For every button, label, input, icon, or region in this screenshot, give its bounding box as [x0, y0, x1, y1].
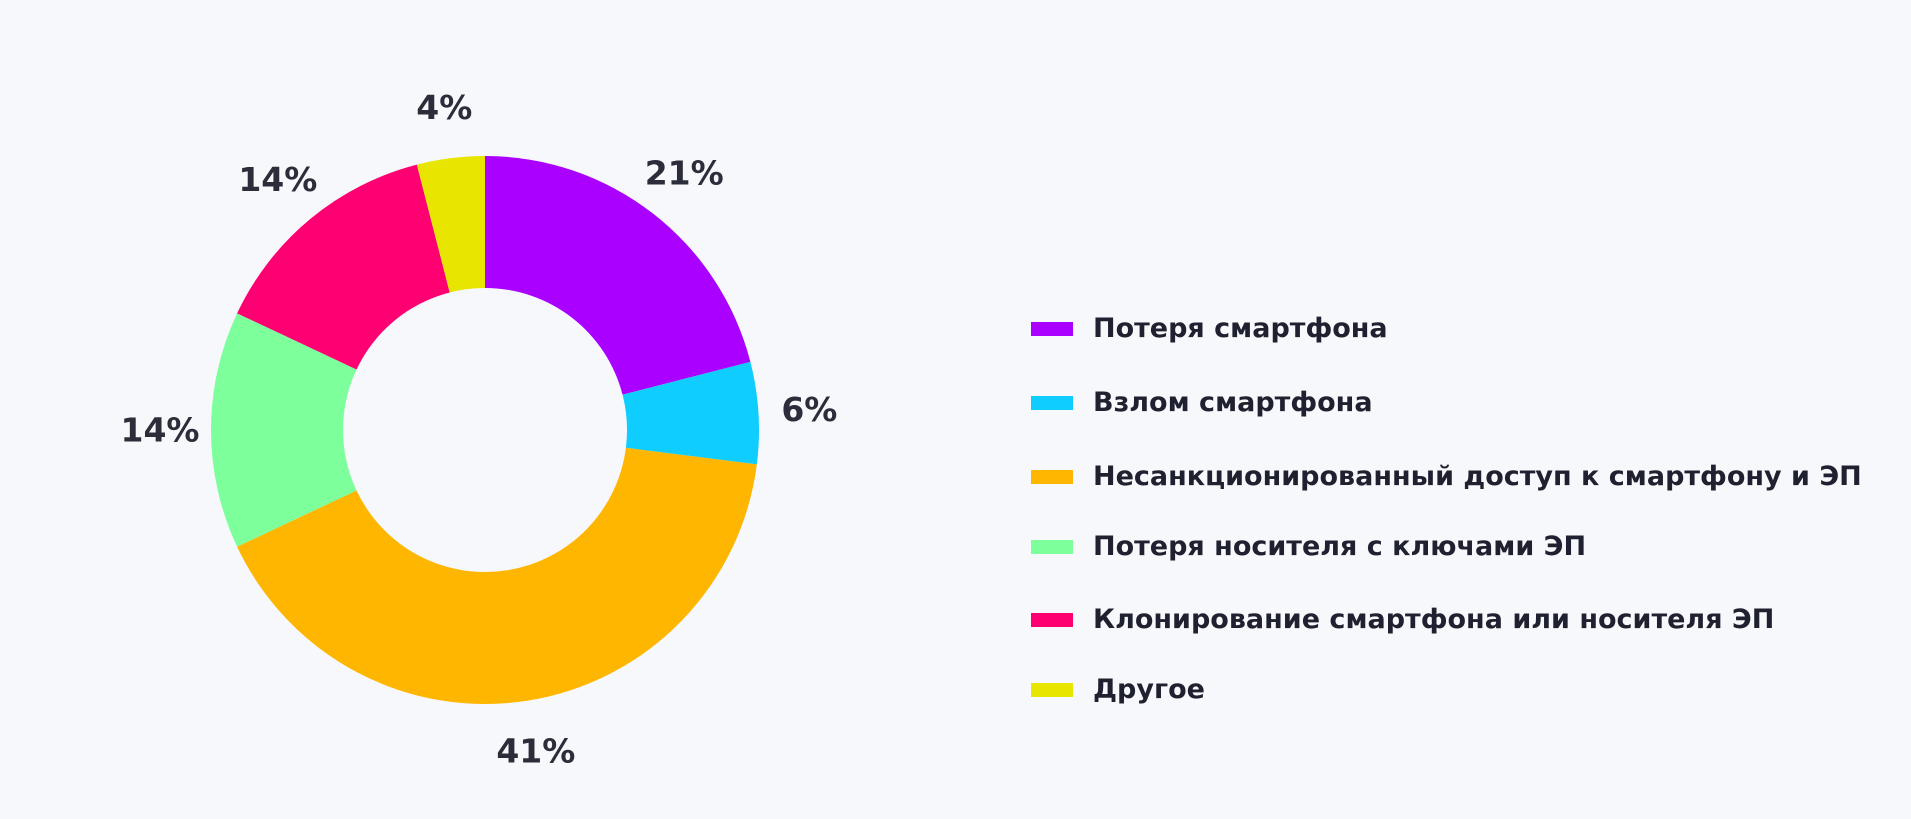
legend-swatch [1031, 321, 1073, 336]
legend-label: Другое [1093, 674, 1205, 705]
legend-item-6: Другое [1031, 674, 1205, 705]
donut-value-label-1: 21% [645, 154, 724, 193]
donut-slice-2 [622, 361, 759, 465]
legend-item-5: Клонирование смартфона или носителя ЭП [1031, 604, 1774, 635]
legend-swatch [1031, 539, 1073, 554]
legend-swatch [1031, 395, 1073, 410]
legend-item-1: Потеря смартфона [1031, 313, 1388, 344]
legend-item-4: Потеря носителя с ключами ЭП [1031, 531, 1586, 562]
donut-value-label-5: 14% [238, 160, 317, 199]
donut-slice-3 [237, 447, 757, 704]
donut-value-labels: 21% 6% 41% 14% 14% 4% [121, 88, 838, 770]
donut-value-label-3: 41% [496, 731, 575, 770]
legend-label: Несанкционированный доступ к смартфону и… [1093, 461, 1862, 492]
legend-swatch [1031, 612, 1073, 627]
legend-label: Клонирование смартфона или носителя ЭП [1093, 604, 1775, 635]
legend-item-3: Несанкционированный доступ к смартфону и… [1031, 461, 1862, 492]
donut-slices [211, 156, 759, 704]
legend-label: Потеря смартфона [1093, 313, 1388, 344]
donut-value-label-2: 6% [781, 390, 837, 429]
donut-slice-4 [211, 313, 357, 547]
donut-value-label-6: 4% [416, 88, 472, 127]
legend-label: Потеря носителя с ключами ЭП [1093, 531, 1587, 562]
legend-label: Взлом смартфона [1093, 387, 1373, 418]
donut-slice-1 [485, 156, 751, 395]
donut-value-label-4: 14% [121, 411, 200, 450]
donut-slice-6 [416, 156, 485, 293]
donut-slice-5 [237, 164, 450, 370]
legend-item-2: Взлом смартфона [1031, 387, 1373, 418]
legend-swatch [1031, 682, 1073, 697]
legend-swatch [1031, 469, 1073, 484]
